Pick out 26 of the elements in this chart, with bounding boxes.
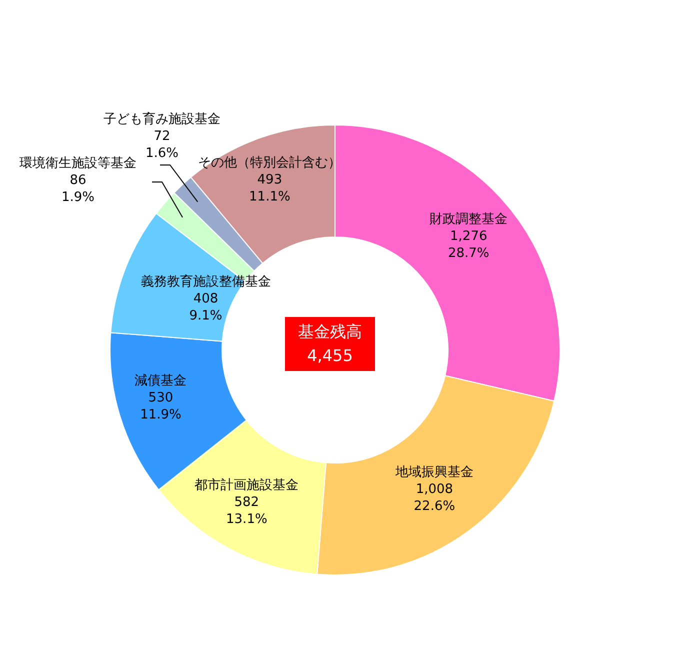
data-label: 1,008 <box>416 482 454 497</box>
slice-label: 環境衛生施設等基金 <box>20 155 136 171</box>
slice-label: 財政調整基金 <box>430 212 508 227</box>
slice-label: 地域振興基金 <box>394 464 474 480</box>
data-label: 1,276 <box>450 228 488 244</box>
text: 基金残高 <box>297 321 363 343</box>
slice-label: 子ども育み施設基金 <box>104 111 220 127</box>
text: 11.1% <box>249 190 290 205</box>
data-label: 530 <box>148 390 174 406</box>
text: 22.6% <box>414 498 456 514</box>
text: 28.7% <box>448 246 490 261</box>
text: 13.1% <box>226 512 268 528</box>
slice-label: 都市計画施設基金 <box>194 478 299 494</box>
data-label: 72 <box>154 129 170 144</box>
slice-label: 義務教育施設整備基金 <box>140 274 271 290</box>
slice-label: 減債基金 <box>134 374 187 389</box>
text: 1.6% <box>145 146 179 161</box>
data-label: 582 <box>234 495 260 510</box>
text: 1.9% <box>61 190 95 205</box>
text: 9.1% <box>189 308 222 324</box>
data-label: 408 <box>193 292 218 307</box>
text: 11.9% <box>140 408 182 423</box>
data-label: 493 <box>257 172 282 188</box>
slice-label: その他（特別会計含む） <box>198 156 342 171</box>
data-label: 86 <box>70 173 86 188</box>
text: 4,455 <box>306 345 354 367</box>
